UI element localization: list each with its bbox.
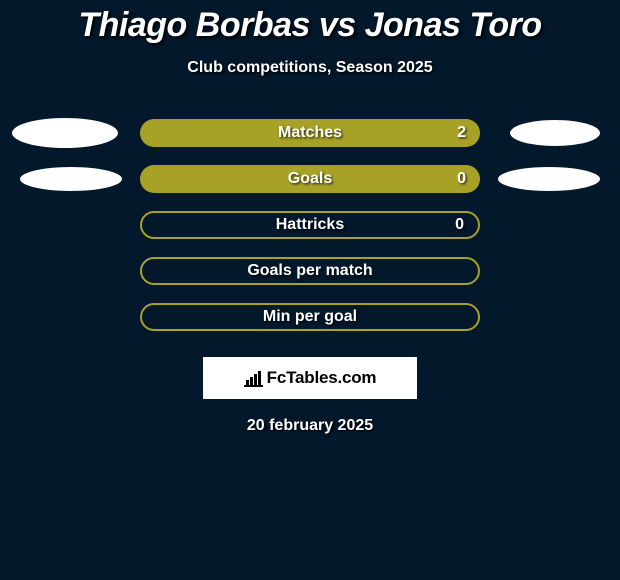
- stat-label: Matches: [278, 124, 342, 142]
- logo-text: FcTables.com: [267, 368, 377, 388]
- stat-row: Goals per match: [0, 257, 620, 285]
- date-label: 20 february 2025: [247, 417, 373, 435]
- right-marker: [498, 167, 600, 191]
- stat-bar: Hattricks 0: [140, 211, 480, 239]
- left-marker: [20, 167, 122, 191]
- stat-row: Matches 2: [0, 119, 620, 147]
- right-marker-slot: [490, 165, 620, 193]
- stat-value: 0: [457, 170, 466, 188]
- stat-value: 2: [457, 124, 466, 142]
- stat-bar: Goals 0: [140, 165, 480, 193]
- infographic-container: Thiago Borbas vs Jonas Toro Club competi…: [0, 0, 620, 435]
- stat-label: Goals: [288, 170, 332, 188]
- right-marker-slot: [490, 211, 620, 239]
- stat-value: 0: [455, 216, 464, 234]
- stat-row: Hattricks 0: [0, 211, 620, 239]
- subtitle: Club competitions, Season 2025: [187, 59, 432, 77]
- logo-box: FcTables.com: [203, 357, 417, 399]
- left-marker-slot: [0, 211, 130, 239]
- stat-label: Goals per match: [247, 262, 372, 280]
- stat-row: Min per goal: [0, 303, 620, 331]
- right-marker: [510, 120, 600, 146]
- stat-bar: Min per goal: [140, 303, 480, 331]
- stat-bar: Matches 2: [140, 119, 480, 147]
- stat-label: Min per goal: [263, 308, 357, 326]
- right-marker-slot: [490, 119, 620, 147]
- left-marker: [12, 118, 118, 148]
- left-marker-slot: [0, 303, 130, 331]
- stat-row: Goals 0: [0, 165, 620, 193]
- right-marker-slot: [490, 303, 620, 331]
- page-title: Thiago Borbas vs Jonas Toro: [78, 6, 541, 45]
- stat-rows: Matches 2 Goals 0 Hattricks 0 Goals per match M…: [0, 119, 620, 331]
- left-marker-slot: [0, 257, 130, 285]
- stat-bar: Goals per match: [140, 257, 480, 285]
- chart-icon: [244, 369, 266, 387]
- left-marker-slot: [0, 119, 130, 147]
- stat-label: Hattricks: [276, 216, 344, 234]
- left-marker-slot: [0, 165, 130, 193]
- right-marker-slot: [490, 257, 620, 285]
